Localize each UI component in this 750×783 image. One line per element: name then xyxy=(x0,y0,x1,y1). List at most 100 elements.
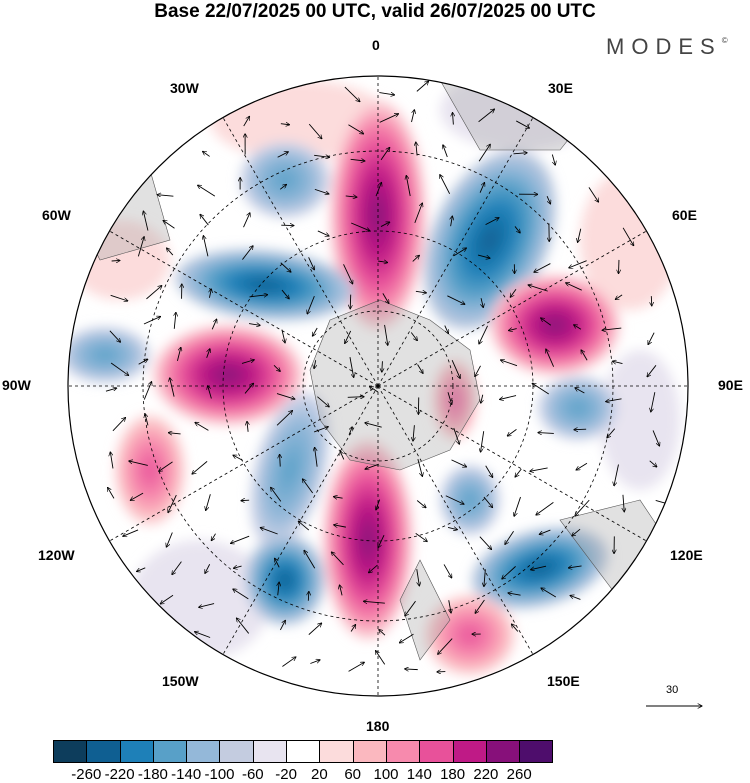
wind-arrow xyxy=(478,144,490,162)
wind-arrow xyxy=(198,185,216,197)
lon-label-150w: 150W xyxy=(162,673,199,689)
colorbar-swatch xyxy=(187,741,221,762)
wind-arrow xyxy=(302,479,314,494)
wind-arrow xyxy=(363,601,385,603)
wind-arrow xyxy=(481,298,483,307)
wind-arrow xyxy=(405,600,416,616)
lon-label-0: 0 xyxy=(372,37,380,53)
lon-label-30e: 30E xyxy=(548,80,573,96)
wind-arrow xyxy=(344,86,360,102)
colorbar-tick-label: -260 xyxy=(71,766,102,783)
wind-arrow xyxy=(444,325,449,334)
wind-arrow xyxy=(475,599,485,613)
wind-arrow xyxy=(376,499,381,510)
wind-arrow xyxy=(333,497,343,499)
wind-arrow xyxy=(445,495,464,504)
colorbar-swatch xyxy=(386,741,421,762)
wind-arrow xyxy=(195,632,211,638)
wind-arrow xyxy=(415,532,428,541)
wind-arrow xyxy=(168,433,181,434)
wind-arrow xyxy=(485,465,493,478)
wind-arrow xyxy=(485,218,499,226)
colorbar-swatch xyxy=(287,741,321,762)
colorbar-tick-label: -20 xyxy=(275,766,297,783)
wind-arrow xyxy=(508,593,521,595)
wind-arrow xyxy=(340,585,343,596)
wind-arrow xyxy=(478,109,495,123)
wind-arrow xyxy=(447,527,457,529)
lon-label-120w: 120W xyxy=(38,547,75,563)
wind-arrow xyxy=(304,550,316,569)
meridian-line xyxy=(377,385,534,655)
wind-arrow xyxy=(481,394,483,403)
colorbar-tick-label: 220 xyxy=(473,766,499,783)
wind-arrow xyxy=(112,418,126,432)
wind-arrow xyxy=(379,93,394,95)
wind-arrow xyxy=(203,151,210,157)
wind-arrow xyxy=(415,291,427,293)
wind-arrow xyxy=(379,629,386,636)
wind-arrow xyxy=(515,468,522,477)
wind-arrow xyxy=(136,567,146,572)
colorbar-tick-label: -140 xyxy=(171,766,202,783)
colorbar-swatch xyxy=(320,741,354,762)
colorbar-swatch xyxy=(353,741,387,762)
wind-arrow xyxy=(551,154,555,165)
wind-arrow xyxy=(308,591,309,601)
wind-arrow xyxy=(200,214,209,226)
lon-label-30w: 30W xyxy=(170,80,199,96)
wind-arrow xyxy=(572,528,581,536)
wind-arrow xyxy=(648,332,655,345)
wind-arrow xyxy=(406,175,411,197)
graticule xyxy=(68,76,688,696)
wind-arrow xyxy=(208,386,212,399)
wind-arrow xyxy=(453,427,460,444)
wind-arrow xyxy=(382,361,383,372)
wind-arrow xyxy=(412,255,420,262)
wind-arrow xyxy=(546,349,555,367)
wind-arrow xyxy=(298,521,310,531)
wind-arrow xyxy=(588,187,599,202)
wind-arrow xyxy=(534,263,551,273)
wind-arrow xyxy=(108,487,115,499)
wind-arrow xyxy=(345,196,357,197)
colorbar-swatch xyxy=(120,741,154,762)
wind-arrow xyxy=(350,159,365,161)
wind-arrow xyxy=(172,561,182,575)
wind-arrow xyxy=(384,324,388,345)
wind-arrow xyxy=(416,500,426,508)
wind-arrow xyxy=(110,452,114,469)
wind-arrow xyxy=(206,349,210,358)
wind-arrow xyxy=(163,220,175,229)
wind-arrow xyxy=(380,222,390,227)
wind-arrow xyxy=(276,411,292,426)
wind-arrow xyxy=(578,228,582,243)
meridian-line xyxy=(222,117,379,387)
wind-arrow xyxy=(477,254,490,258)
wind-arrow xyxy=(260,528,278,535)
wind-arrow xyxy=(417,364,423,374)
wind-arrow xyxy=(382,293,389,303)
wind-arrow xyxy=(507,428,517,436)
polar-map xyxy=(67,75,750,735)
colorbar-tick-label: -100 xyxy=(204,766,235,783)
wind-vectors xyxy=(105,81,669,672)
meridian-line xyxy=(377,385,647,542)
wind-arrow xyxy=(365,463,379,469)
wind-arrow xyxy=(575,388,585,394)
wind-arrow xyxy=(282,657,295,667)
lon-label-90w: 90W xyxy=(2,377,31,393)
wind-arrow xyxy=(343,264,353,284)
wind-arrow xyxy=(105,388,117,392)
wind-arrow xyxy=(414,203,423,224)
wind-arrow xyxy=(532,383,549,395)
wind-arrow xyxy=(192,461,208,474)
wind-arrow xyxy=(538,433,554,434)
wind-arrow xyxy=(536,502,554,515)
wind-arrow xyxy=(449,600,451,613)
wind-arrow xyxy=(369,564,378,573)
modes-logo: MODES© xyxy=(606,34,728,60)
colorbar-swatch xyxy=(520,741,553,762)
wind-arrow xyxy=(479,325,488,344)
colorbar-tick-label: 20 xyxy=(311,766,328,783)
